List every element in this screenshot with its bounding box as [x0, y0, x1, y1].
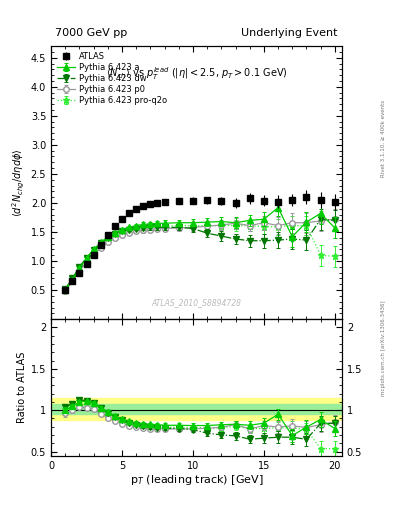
Y-axis label: $\langle d^2 N_{chg}/d\eta d\phi \rangle$: $\langle d^2 N_{chg}/d\eta d\phi \rangle… — [10, 148, 27, 217]
X-axis label: p$_T$ (leading track) [GeV]: p$_T$ (leading track) [GeV] — [130, 473, 263, 487]
Text: 7000 GeV pp: 7000 GeV pp — [55, 28, 127, 38]
Legend: ATLAS, Pythia 6.423 a, Pythia 6.423 dw, Pythia 6.423 p0, Pythia 6.423 pro-q2o: ATLAS, Pythia 6.423 a, Pythia 6.423 dw, … — [55, 50, 169, 107]
Text: $\langle N_{ch}\rangle$ vs $p_T^{lead}$ ($|\eta| < 2.5$, $p_T > 0.1$ GeV): $\langle N_{ch}\rangle$ vs $p_T^{lead}$ … — [106, 65, 287, 82]
Bar — [51, 403, 342, 414]
Text: Rivet 3.1.10, ≥ 400k events: Rivet 3.1.10, ≥ 400k events — [381, 100, 386, 177]
Y-axis label: Ratio to ATLAS: Ratio to ATLAS — [17, 352, 27, 423]
Text: ATLAS_2010_S8894728: ATLAS_2010_S8894728 — [151, 298, 242, 307]
Text: mcplots.cern.ch [arXiv:1306.3436]: mcplots.cern.ch [arXiv:1306.3436] — [381, 301, 386, 396]
Bar — [51, 398, 342, 420]
Text: Underlying Event: Underlying Event — [241, 28, 338, 38]
